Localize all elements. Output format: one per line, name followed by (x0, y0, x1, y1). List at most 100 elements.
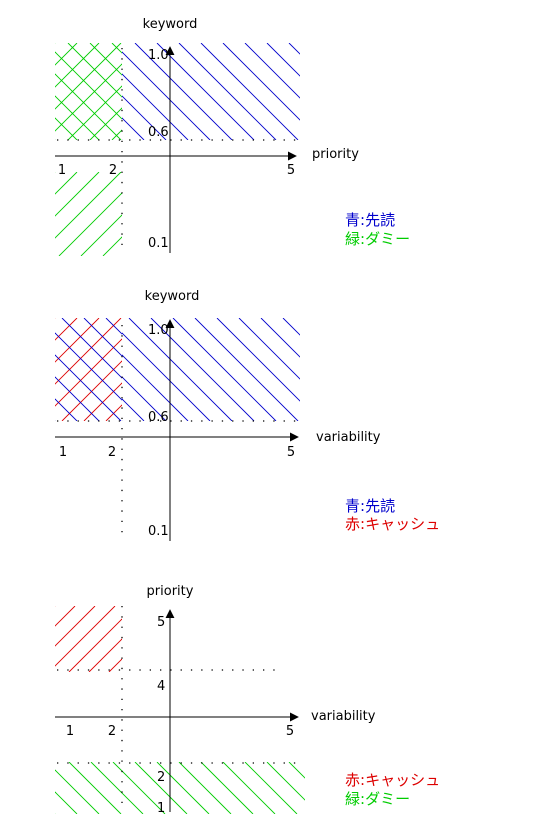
legend-entry: 赤:キャッシュ (345, 771, 440, 789)
y-tick-label: 0.1 (148, 236, 169, 251)
y-tick-label: 1 (157, 801, 165, 816)
hatch-line (399, 43, 496, 140)
hatch-line (349, 318, 452, 421)
legend-key: 青 (345, 211, 360, 229)
hatch-line (213, 172, 297, 256)
hatch-line (80, 214, 122, 256)
hatch-line (108, 658, 122, 672)
legend-sep: : (360, 497, 365, 515)
hatch-line (288, 762, 305, 779)
hatch-green-dummy-lower (0, 172, 297, 256)
hatch-line (169, 172, 253, 256)
hatch-line (55, 43, 56, 44)
legend-entry: 青:先読 (345, 211, 395, 229)
legend-sep: : (360, 211, 365, 229)
hatch-line (172, 318, 275, 421)
hatch-line (88, 638, 122, 672)
y-tick-label: 5 (157, 615, 165, 630)
y-axis-title: keyword (143, 17, 198, 32)
hatch-line (134, 43, 233, 140)
hatch-line (244, 43, 300, 99)
legend-entry: 緑:ダミー (345, 230, 410, 248)
hatch-line (68, 762, 122, 814)
hatch-line (55, 43, 78, 66)
legend-sep: : (360, 230, 365, 248)
hatch-line (156, 43, 255, 140)
hatch-line (0, 318, 33, 421)
legend-value: ダミー (365, 230, 410, 248)
hatch-line (244, 762, 298, 814)
panel-2: keyword variability 1 2 5 1.0 0.6 0.1 青:… (0, 289, 518, 541)
y-tick-label: 1.0 (148, 323, 169, 338)
hatch-line (55, 354, 122, 421)
hatch-line (156, 43, 253, 140)
hatch-line (55, 606, 76, 627)
hatch-line (128, 318, 231, 421)
legend-sep: : (360, 790, 365, 808)
legend-key: 緑 (345, 790, 360, 808)
hatch-line (282, 318, 300, 336)
hatch-line (216, 318, 319, 421)
hatch-red-cache (0, 318, 341, 421)
hatch-line (55, 376, 100, 421)
y-tick-label: 2 (157, 770, 165, 785)
y-tick-label: 0.6 (148, 125, 169, 140)
hatch-line (0, 762, 33, 814)
panel-1: keyword priority 1 2 5 1.0 0.6 0.1 青:先読 … (0, 17, 496, 256)
hatch-line (178, 43, 275, 140)
x-axis-title: priority (312, 147, 359, 162)
hatch-line (238, 318, 341, 421)
hatch-blue-prefetch (3, 43, 496, 140)
hatch-line (238, 318, 341, 421)
hatch-line (83, 318, 122, 357)
hatch-line (288, 43, 300, 55)
x-tick-label: 5 (286, 724, 294, 739)
y-tick-label: 4 (157, 679, 165, 694)
hatch-line (122, 376, 167, 421)
hatch-line (122, 95, 167, 140)
panel-3: priority variability 1 2 5 5 4 2 1 赤:キャッ… (0, 584, 440, 816)
legend-key: 緑 (345, 230, 360, 248)
hatch-line (3, 43, 100, 140)
hatch-line (55, 95, 100, 140)
legend-key: 赤 (345, 771, 360, 789)
hatch-line (90, 762, 144, 814)
hatch-line (55, 332, 122, 401)
hatch-line (0, 606, 35, 672)
hatch-line (112, 762, 166, 814)
hatch-line (122, 51, 211, 140)
hatch-line (122, 332, 211, 421)
hatch-line (0, 318, 100, 421)
hatch-line (55, 139, 56, 140)
y-tick-label: 0.1 (148, 524, 169, 539)
hatch-line (102, 236, 122, 256)
hatch-blue-prefetch (0, 318, 518, 421)
hatch-line (55, 172, 100, 217)
hatch-line (55, 117, 78, 140)
hatch-line (0, 318, 33, 421)
hatch-line (55, 769, 100, 814)
hatch-line (128, 318, 231, 421)
legend-entry: 青:先読 (345, 497, 395, 515)
legend-value: キャッシュ (365, 771, 440, 789)
legend-value: 先読 (365, 497, 395, 515)
hatch-line (122, 398, 145, 421)
hatch-line (0, 172, 33, 256)
hatch-line (189, 606, 255, 672)
hatch-line (178, 43, 275, 140)
hatch-line (172, 318, 275, 421)
hatch-line (238, 318, 300, 380)
hatch-red-cache (0, 606, 255, 672)
hatch-line (55, 606, 56, 607)
hatch-line (68, 618, 122, 672)
hatch-line (194, 318, 297, 421)
legend-value: 先読 (365, 211, 395, 229)
hatch-line (194, 318, 297, 421)
hatch-line (415, 318, 518, 421)
hatch-line (55, 420, 56, 421)
hatch-line (55, 43, 122, 110)
hatch-line (200, 43, 297, 140)
hatch-line (311, 43, 408, 140)
hatch-line (89, 107, 122, 140)
